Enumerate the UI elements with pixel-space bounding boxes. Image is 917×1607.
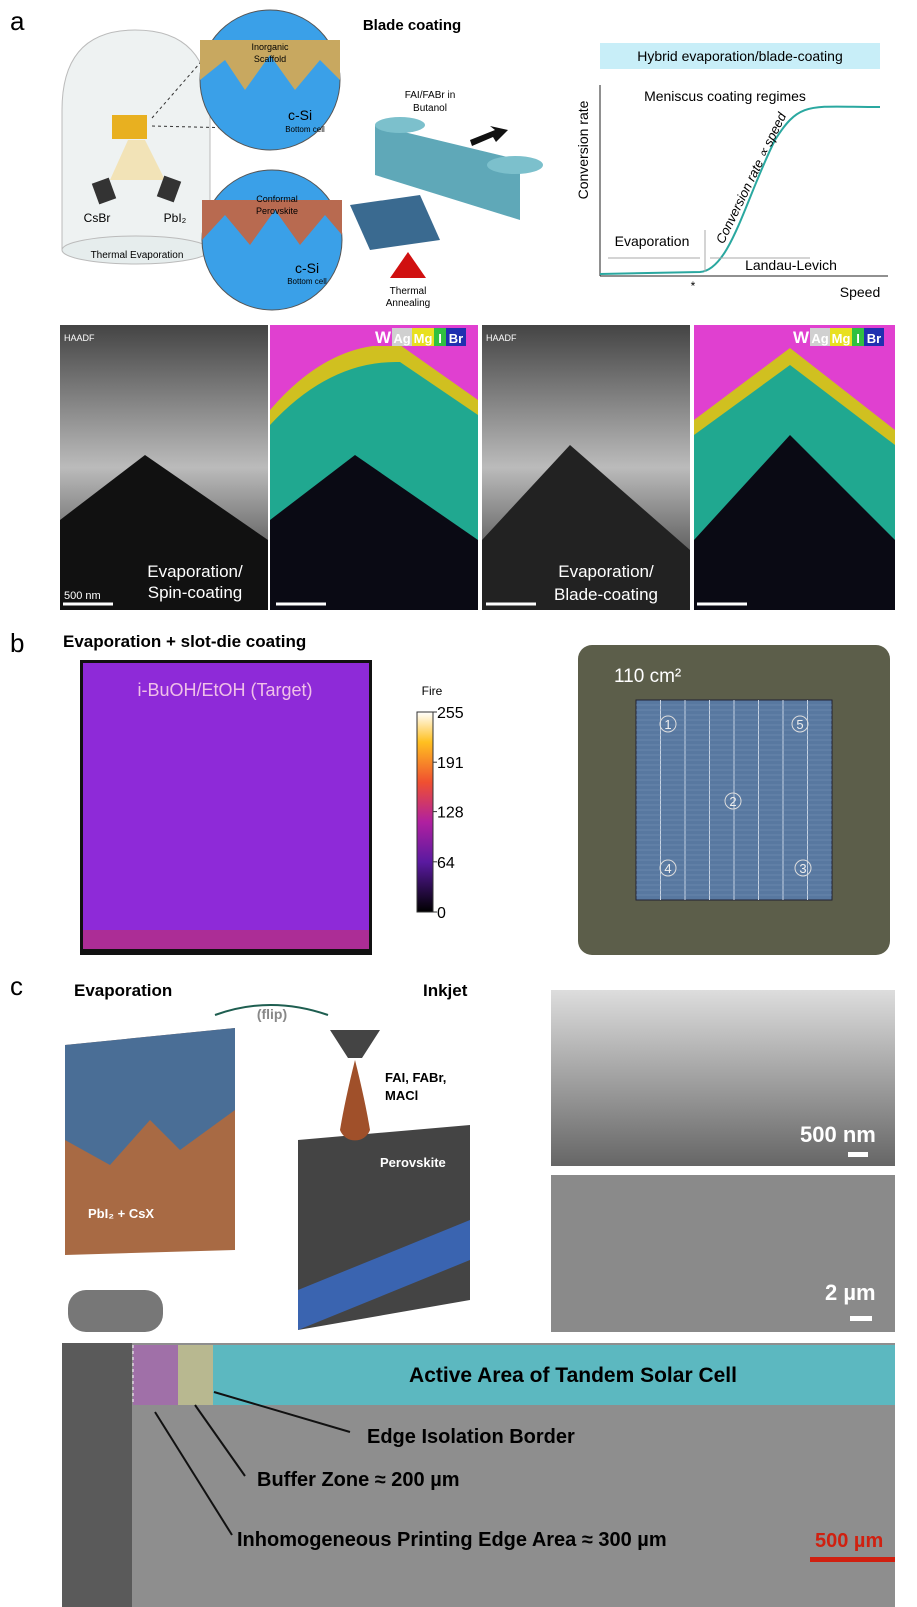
map-label: i-BuOH/EtOH (Target) [137,680,312,700]
point-label: 1 [664,717,671,732]
figure: a Blade coating CsBr PbI₂ Thermal Evapor… [0,0,917,1607]
pl-map [83,663,369,949]
banner-text: Hybrid evaporation/blade-coating [637,48,842,64]
substrate [112,115,147,139]
colorbar-ticks: 255 191 128 64 0 [433,705,464,922]
panel-label: a [10,6,25,36]
element-label: Br [449,331,463,346]
scaffold-label: Inorganic [251,42,289,52]
flip-label: (flip) [257,1006,287,1022]
source-label: PbI₂ [164,211,187,225]
scale-label: 500 nm [64,590,101,602]
haadf: HAADF [486,333,517,343]
colorbar [417,712,433,912]
cell-label: Bottom cell [285,125,325,134]
point-label: 5 [796,717,803,732]
element-label: Mg [832,331,851,346]
pl-edge [83,930,369,949]
element-label: I [438,331,442,346]
callout: Buffer Zone ≈ 200 µm [257,1469,460,1491]
scale-label: 500 µm [815,1530,883,1552]
reservoir [375,117,425,133]
sem-top-view [551,1175,895,1332]
scale-bar [848,1152,868,1157]
direction-arrow [470,126,508,146]
y-label: Conversion rate [575,100,591,199]
slope-note: Conversion rate ∝ speed [713,109,790,245]
ink-label: FAI/FABr in [405,90,456,101]
source-label: CsBr [84,211,111,225]
scale-label: 500 nm [800,1122,876,1147]
ink-label: Butanol [413,103,447,114]
annealing-label: Annealing [386,298,430,309]
heat-triangle [390,252,426,278]
callout: Inhomogeneous Printing Edge Area ≈ 300 µ… [237,1529,667,1551]
method-label: Spin-coating [148,583,243,602]
element-label: Mg [414,331,433,346]
active-label: Active Area of Tandem Solar Cell [409,1364,737,1387]
area-label: 110 cm² [614,666,681,687]
haadf: HAADF [64,333,95,343]
substrate-coated [350,195,440,250]
zoom-circle [202,170,342,310]
colorbar-tick-label: 64 [437,855,455,872]
colorbar-tick-label: 128 [437,805,464,822]
nozzle [330,1030,380,1058]
edge-area [133,1345,178,1405]
element-label: W [375,328,392,347]
element-label: Br [867,331,881,346]
cell-label: Bottom cell [287,277,327,286]
element-label: Ag [393,331,410,346]
perovskite-label: Conformal [256,194,298,204]
element-label: I [856,331,860,346]
crucible [68,1290,163,1332]
ink-label: FAI, FABr, [385,1070,446,1085]
colorbar-title: Fire [422,684,443,698]
panel-label: b [10,628,24,658]
scale-label: 2 µm [825,1280,876,1305]
title: Evaporation [74,981,172,1000]
title: Evaporation + slot-die coating [63,632,306,651]
panel-label: c [10,971,23,1001]
colorbar-tick-label: 255 [437,705,464,722]
method-label: Blade-coating [554,585,658,604]
reservoir [487,156,543,174]
colorbar-tick-label: 191 [437,755,464,772]
marker: * [691,279,696,293]
title: Blade coating [363,17,461,34]
buffer-zone [178,1345,213,1405]
left-regime: Evaporation [615,233,690,249]
method-label: Evaporation/ [558,562,654,581]
callout: Edge Isolation Border [367,1426,575,1448]
si-label: c-Si [295,260,319,276]
title: Inkjet [423,981,468,1000]
perovskite-label: Perovskite [256,206,298,216]
droplet [340,1060,370,1140]
method-label: Evaporation/ [147,562,243,581]
annealing-label: Thermal [390,286,427,297]
perovskite-label: Perovskite [380,1155,446,1170]
right-regime: Landau-Levich [745,257,837,273]
point-label: 2 [729,794,736,809]
chamber-label: Thermal Evaporation [91,250,184,261]
precursor: PbI₂ + CsX [88,1206,154,1221]
scale-bar [810,1557,895,1562]
body: a Blade coating CsBr PbI₂ Thermal Evapor… [0,0,917,1607]
regimes: Meniscus coating regimes [644,88,806,104]
si-label: c-Si [288,107,312,123]
element-label: Ag [811,331,828,346]
colorbar-tick-label: 0 [437,905,446,922]
ink-label: MACl [385,1088,418,1103]
point-label: 3 [799,861,806,876]
bare-edge [62,1343,132,1607]
x-label: Speed [840,284,880,300]
page: Figure {"panel_a": { "label": "a", "titl… [0,0,917,1607]
scale-bar [850,1316,872,1321]
point-label: 4 [664,861,671,876]
scaffold-label: Scaffold [254,54,286,64]
element-label: W [793,328,810,347]
